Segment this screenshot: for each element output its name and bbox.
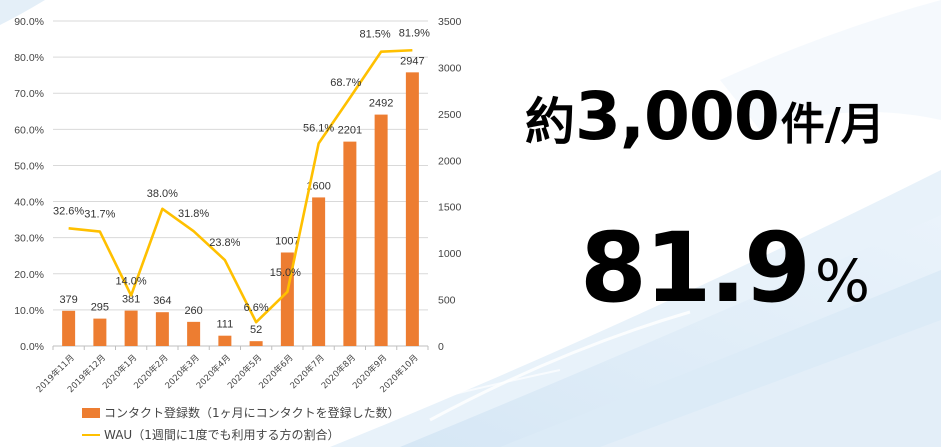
bar bbox=[93, 318, 107, 346]
line-value-label: 56.1% bbox=[303, 122, 334, 134]
left-tick-label: 60.0% bbox=[14, 124, 44, 136]
bar-value-label: 111 bbox=[217, 319, 234, 331]
bar-value-label: 1600 bbox=[306, 180, 330, 192]
left-tick-label: 90.0% bbox=[14, 16, 44, 28]
contacts-prefix: 約 bbox=[525, 93, 575, 151]
line-value-label: 14.0% bbox=[116, 275, 147, 287]
line-value-label: 68.7% bbox=[330, 77, 361, 89]
bar bbox=[405, 72, 419, 346]
left-tick-label: 40.0% bbox=[14, 197, 44, 209]
line-swatch-icon bbox=[82, 433, 100, 436]
bar bbox=[374, 114, 388, 346]
right-tick-label: 500 bbox=[438, 295, 456, 307]
bar-value-label: 52 bbox=[250, 324, 262, 336]
line-value-label: 6.6% bbox=[244, 302, 269, 314]
line-value-label: 23.8% bbox=[209, 237, 240, 249]
right-tick-label: 2000 bbox=[438, 155, 462, 167]
legend-label-contacts: コンタクト登録数（1ヶ月にコンタクトを登録した数） bbox=[104, 406, 400, 420]
bar-value-label: 2201 bbox=[338, 125, 362, 137]
bar-value-label: 2947 bbox=[400, 55, 424, 67]
bar-value-label: 2492 bbox=[369, 98, 393, 110]
left-tick-label: 50.0% bbox=[14, 160, 44, 172]
bar-value-label: 379 bbox=[59, 294, 77, 306]
wau-unit: % bbox=[814, 247, 870, 315]
bar-swatch-icon bbox=[82, 407, 100, 418]
bar-value-label: 260 bbox=[184, 305, 202, 317]
bar bbox=[249, 341, 263, 346]
right-tick-label: 1000 bbox=[438, 248, 462, 260]
legend-label-wau: WAU（1週間に1度でも利用する方の割合） bbox=[104, 428, 340, 442]
bar bbox=[187, 321, 201, 346]
line-value-label: 81.9% bbox=[399, 27, 430, 39]
right-axis: 0 500 1000 1500 2000 2500 3000 3500 bbox=[438, 16, 462, 353]
wau-stat: 81.9 % bbox=[580, 212, 870, 324]
right-tick-label: 2500 bbox=[438, 109, 462, 121]
contacts-stat: 約 3,000 件/月 bbox=[525, 78, 885, 155]
right-tick-label: 0 bbox=[438, 341, 444, 353]
left-axis: 0.0% 10.0% 20.0% 30.0% 40.0% 50.0% 60.0% 70.0% 8… bbox=[14, 16, 44, 353]
bar bbox=[343, 141, 357, 346]
bar-value-label: 381 bbox=[122, 294, 140, 306]
line-value-label: 31.8% bbox=[178, 208, 209, 220]
line-value-label: 81.5% bbox=[360, 29, 391, 41]
line-value-label: 32.6% bbox=[53, 205, 84, 217]
line-data-labels: 32.6% 31.7% 14.0% 38.0%31.8% 23.8% 6.6% 15.0% 5… bbox=[53, 27, 430, 314]
left-tick-label: 0.0% bbox=[20, 341, 44, 353]
line-value-label: 38.0% bbox=[147, 188, 178, 200]
left-tick-label: 20.0% bbox=[14, 269, 44, 281]
left-tick-label: 10.0% bbox=[14, 305, 44, 317]
bar bbox=[124, 310, 138, 346]
line-value-label: 31.7% bbox=[84, 209, 115, 221]
bar-series bbox=[62, 72, 419, 346]
left-tick-label: 30.0% bbox=[14, 233, 44, 245]
wau-value: 81.9 bbox=[580, 212, 811, 324]
bar-value-label: 1007 bbox=[275, 235, 299, 247]
combo-chart: 0.0% 10.0% 20.0% 30.0% 40.0% 50.0% 60.0% 70.0% 8… bbox=[14, 16, 462, 395]
right-tick-label: 3000 bbox=[438, 62, 462, 74]
line-value-label: 15.0% bbox=[270, 267, 301, 279]
right-tick-label: 1500 bbox=[438, 202, 462, 214]
legend-item-wau: WAU（1週間に1度でも利用する方の割合） bbox=[82, 426, 339, 443]
line-series bbox=[68, 48, 413, 324]
left-tick-label: 70.0% bbox=[14, 88, 44, 100]
contacts-unit: 件/月 bbox=[780, 99, 885, 150]
bar bbox=[62, 310, 76, 346]
bar-data-labels: 379 295 381 364 260 111 52 1007 1600 2201 2492 2947 bbox=[59, 55, 424, 336]
left-tick-label: 80.0% bbox=[14, 52, 44, 64]
bar bbox=[218, 335, 232, 346]
legend-item-contacts: コンタクト登録数（1ヶ月にコンタクトを登録した数） bbox=[82, 404, 400, 421]
right-tick-label: 3500 bbox=[438, 16, 462, 28]
bar-value-label: 364 bbox=[153, 295, 171, 307]
bar bbox=[155, 312, 169, 346]
contacts-value: 3,000 bbox=[575, 78, 780, 155]
x-axis: 2019年11月2019年12月2020年1月2020年2月2020年3月202… bbox=[34, 352, 420, 395]
gridlines bbox=[52, 20, 429, 350]
bar-value-label: 295 bbox=[91, 302, 109, 314]
bar bbox=[312, 197, 326, 346]
